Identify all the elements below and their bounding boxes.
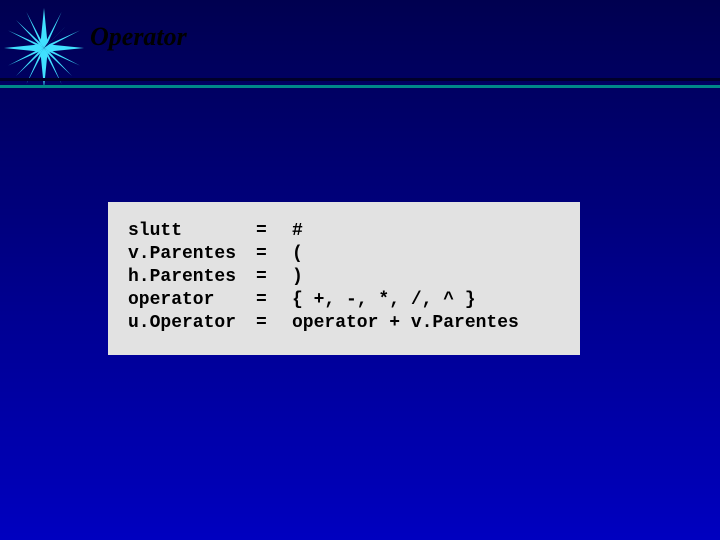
divider-bars: [0, 78, 720, 88]
code-val: ): [292, 266, 560, 289]
code-eq: =: [256, 312, 292, 335]
code-name: operator: [128, 289, 256, 312]
code-val: { +, -, *, /, ^ }: [292, 289, 560, 312]
code-definitions-box: slutt = # v.Parentes = ( h.Parentes = ) …: [108, 202, 580, 355]
code-val: operator + v.Parentes: [292, 312, 560, 335]
code-eq: =: [256, 220, 292, 243]
code-row: h.Parentes = ): [128, 266, 560, 289]
code-eq: =: [256, 243, 292, 266]
divider-bar-teal: [0, 85, 720, 88]
code-eq: =: [256, 289, 292, 312]
code-val: #: [292, 220, 560, 243]
code-row: slutt = #: [128, 220, 560, 243]
starburst-icon: [4, 8, 84, 88]
code-val: (: [292, 243, 560, 266]
code-name: h.Parentes: [128, 266, 256, 289]
divider-bar-dark: [0, 78, 720, 81]
code-row: u.Operator = operator + v.Parentes: [128, 312, 560, 335]
code-row: operator = { +, -, *, /, ^ }: [128, 289, 560, 312]
code-name: slutt: [128, 220, 256, 243]
code-eq: =: [256, 266, 292, 289]
page-title: Operator: [90, 22, 187, 52]
code-name: v.Parentes: [128, 243, 256, 266]
code-row: v.Parentes = (: [128, 243, 560, 266]
code-name: u.Operator: [128, 312, 256, 335]
